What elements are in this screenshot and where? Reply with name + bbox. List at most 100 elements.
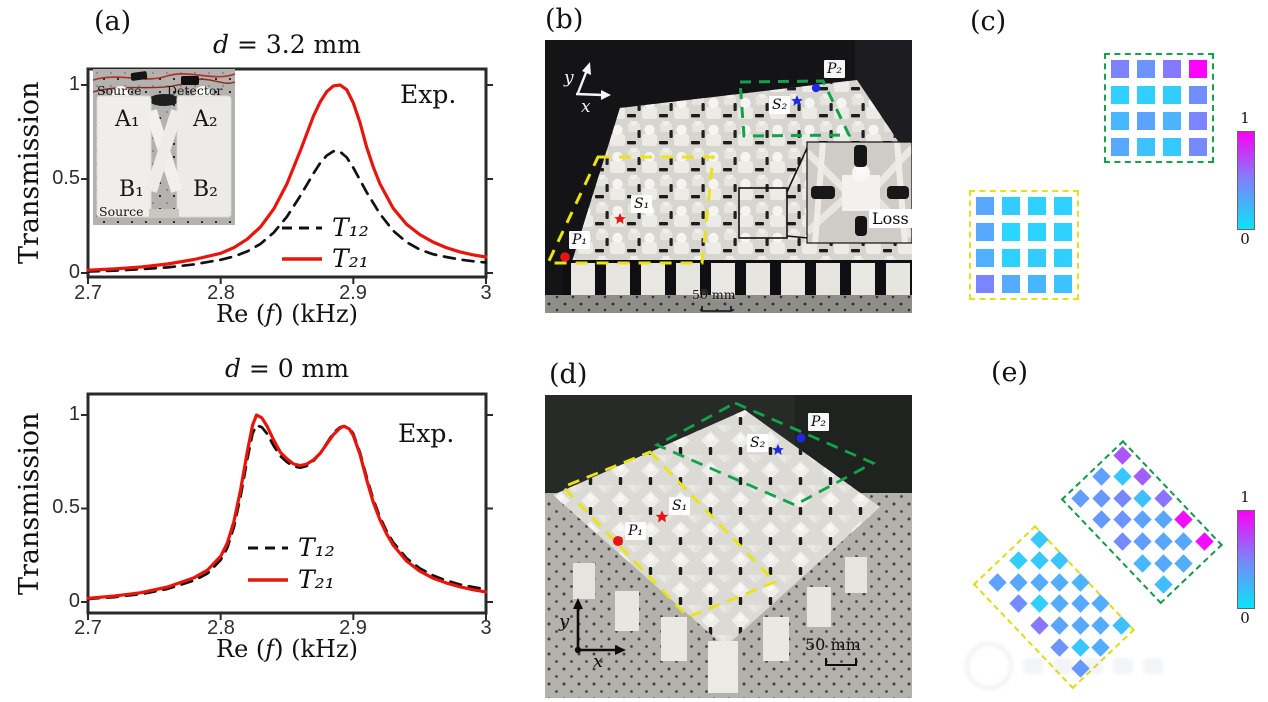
heatmap-cell xyxy=(1163,112,1181,130)
heatmap-cell xyxy=(1111,86,1129,104)
curve-T12 xyxy=(86,149,488,273)
heatmap-cell xyxy=(976,249,994,267)
xy-axes xyxy=(575,62,611,100)
heatmap-cell xyxy=(1054,197,1072,215)
xtick-2_9: 2.9 xyxy=(339,617,367,639)
yellow-domain-heatmap xyxy=(969,190,1079,300)
inset-source-top-label: Source xyxy=(97,83,142,98)
legend-line-sample xyxy=(282,257,322,261)
heatmap-cell xyxy=(1054,275,1072,293)
ytick-1: 1 xyxy=(68,73,80,95)
green-region-outline xyxy=(653,401,877,507)
yellow-region-outline xyxy=(560,450,778,619)
resonator-inset-graphic xyxy=(93,69,235,225)
xtick-2_7: 2.7 xyxy=(74,617,102,639)
heatmap-cell xyxy=(1028,197,1046,215)
heatmap-cell xyxy=(1189,86,1207,104)
green-domain-heatmap xyxy=(1104,53,1214,163)
s1-marker-star xyxy=(655,510,669,523)
title-rest: = 0 mm xyxy=(240,354,350,383)
heatmap-cell xyxy=(1054,223,1072,241)
chart-panel-top: d = 3.2 mm Transmission Exp. 1 0.5 0 2.7… xyxy=(0,0,520,350)
ytick-0_5: 0.5 xyxy=(52,167,80,189)
p2-marker-dot xyxy=(796,433,806,443)
ytick-0: 0 xyxy=(68,261,80,283)
unit-cell-outline xyxy=(738,187,788,239)
heatmap-cell xyxy=(1028,249,1046,267)
x-axis-arrow-label: x xyxy=(581,97,591,117)
p2-marker-dot xyxy=(811,83,821,93)
colorbar xyxy=(1237,510,1255,609)
inset-detector-label: Detector xyxy=(167,83,223,98)
heatmap-cell xyxy=(1002,197,1020,215)
s2-marker-star xyxy=(772,444,784,455)
colorbar xyxy=(1237,131,1255,230)
xtick-3: 3 xyxy=(480,282,492,304)
legend-dash-sample xyxy=(248,546,288,550)
legend-dash-sample xyxy=(282,226,322,230)
heatmap-cell xyxy=(1137,138,1155,156)
scale-bar xyxy=(701,306,732,312)
loss-label: Loss xyxy=(869,209,912,228)
xtick-2_8: 2.8 xyxy=(207,617,235,639)
legend-label-t12: T₁₂ xyxy=(298,533,335,562)
heatmap-panel-c: 1 0 xyxy=(940,0,1268,350)
ytick-1: 1 xyxy=(68,403,80,425)
heatmap-cell xyxy=(1137,112,1155,130)
photo-diamond-lattice: P₂ S₂ S₁ P₁ 50 mm y x xyxy=(545,395,912,698)
heatmap-cell xyxy=(1028,275,1046,293)
loss-inset-photo xyxy=(804,141,912,244)
heatmap-cell xyxy=(1111,138,1129,156)
panel-label-e: (e) xyxy=(991,357,1029,388)
chart-title: d = 0 mm xyxy=(88,354,486,383)
inset-a2-label: A₂ xyxy=(193,107,218,132)
scale-label: 50 mm xyxy=(692,287,736,302)
chart-title: d = 3.2 mm xyxy=(88,30,486,59)
s1-label: S₁ xyxy=(669,497,691,516)
title-variable: d xyxy=(213,30,230,59)
heatmap-cell xyxy=(1002,275,1020,293)
heatmap-cell xyxy=(976,197,994,215)
heatmap-cell xyxy=(1163,138,1181,156)
legend-label-t21: T₂₁ xyxy=(332,244,369,273)
curve-T21 xyxy=(86,413,488,600)
green-region-outline xyxy=(738,79,852,138)
heatmap-cell xyxy=(1002,249,1020,267)
ytick-0: 0 xyxy=(68,590,80,612)
s2-label: S₂ xyxy=(747,434,769,453)
title-variable: d xyxy=(224,354,241,383)
scale-label: 50 mm xyxy=(805,635,861,654)
experiment-tag: Exp. xyxy=(398,419,455,448)
x-axis-label: Re (f) (kHz) xyxy=(216,635,358,663)
p1-marker-dot xyxy=(613,536,623,546)
photo-b-graphic xyxy=(545,40,912,313)
legend-label-t21: T₂₁ xyxy=(298,565,335,594)
heatmap-cell xyxy=(976,275,994,293)
xtick-2_8: 2.8 xyxy=(207,282,235,304)
heatmap-cell xyxy=(1163,86,1181,104)
heatmap-cell xyxy=(1189,60,1207,78)
s2-marker-star xyxy=(791,95,803,106)
heatmap-cell xyxy=(1028,223,1046,241)
colorbar-max-label: 1 xyxy=(1240,109,1250,127)
scale-bar xyxy=(825,658,857,666)
heatmap-cell xyxy=(976,223,994,241)
legend-label-t12: T₁₂ xyxy=(332,213,369,242)
heatmap-cell xyxy=(1137,60,1155,78)
p1-label: P₁ xyxy=(569,231,591,250)
heatmap-cell xyxy=(1111,112,1129,130)
title-rest: = 3.2 mm xyxy=(229,30,361,59)
p2-label: P₂ xyxy=(824,60,846,79)
chart-panel-bottom: d = 0 mm Transmission Exp. 1 0.5 0 2.7 2… xyxy=(0,352,520,702)
s2-label: S₂ xyxy=(769,96,791,115)
xy-axes xyxy=(573,598,626,655)
heatmap-panel-e: 1 0 xyxy=(940,350,1268,702)
panel-label-a: (a) xyxy=(94,6,132,37)
x-axis-label: Re (f) (kHz) xyxy=(216,300,358,328)
p1-marker-dot xyxy=(560,252,570,262)
plot-area xyxy=(81,67,493,284)
heatmap-cell xyxy=(1137,86,1155,104)
colorbar-max-label: 1 xyxy=(1240,488,1250,506)
inset-a1-label: A₁ xyxy=(115,107,140,132)
